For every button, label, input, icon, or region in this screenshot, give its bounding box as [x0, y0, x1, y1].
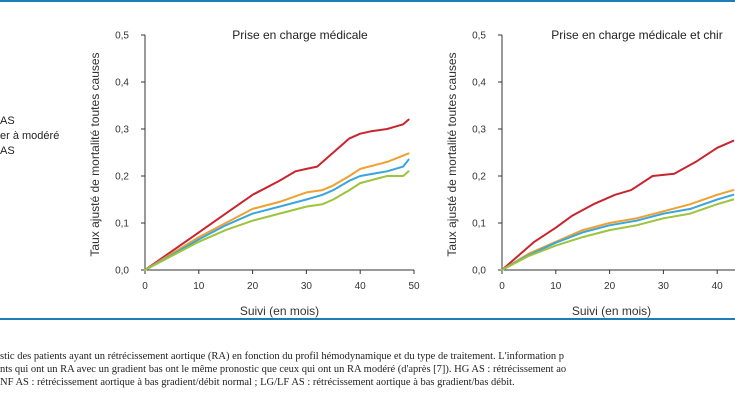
x-tick-label: 20	[604, 281, 616, 292]
figure-caption: stic des patients ayant un rétrécissemen…	[0, 350, 735, 389]
y-tick-label: 0,4	[115, 78, 129, 89]
caption-line: nts qui ont un RA avec un gradient bas o…	[0, 364, 567, 375]
figure-frame	[0, 0, 735, 320]
x-tick-label: 0	[142, 281, 148, 292]
x-tick-label: 10	[550, 281, 562, 292]
y-tick-label: 0,0	[472, 266, 486, 277]
series-line	[501, 193, 735, 271]
legend: AS er à modéré AS	[0, 114, 59, 159]
legend-item: er à modéré	[0, 130, 60, 142]
chart-title: Prise en charge médicale	[232, 28, 368, 42]
x-axis-label: Suivi (en mois)	[572, 304, 651, 318]
y-tick-label: 0,0	[115, 266, 129, 277]
x-tick-label: 40	[355, 281, 367, 292]
y-axis-label: Taux ajusté de mortalité toutes causes	[88, 52, 102, 256]
series-line	[144, 158, 410, 271]
legend-item: AS	[0, 115, 15, 127]
caption-line: NF AS : rétrécissement aortique à bas gr…	[0, 377, 515, 388]
y-tick-label: 0,3	[472, 125, 486, 136]
x-tick-label: 20	[247, 281, 259, 292]
x-tick-label: 30	[658, 281, 670, 292]
y-axis-label: Taux ajusté de mortalité toutes causes	[445, 52, 459, 256]
series-line	[144, 118, 410, 271]
series-line	[144, 152, 410, 271]
x-tick-label: 10	[193, 281, 205, 292]
x-tick-label: 50	[408, 281, 420, 292]
y-tick-label: 0,5	[115, 31, 129, 42]
x-tick-label: 30	[301, 281, 313, 292]
chart-title: Prise en charge médicale et chir	[551, 28, 722, 42]
series-line	[501, 189, 735, 271]
x-tick-label: 40	[712, 281, 724, 292]
y-tick-label: 0,1	[472, 219, 486, 230]
charts-svg: 0,0 0,1 0,2 0,3 0,4 0,5 0 10 20 30 40 50 Prise en ch…	[88, 28, 735, 318]
y-tick-label: 0,4	[472, 78, 486, 89]
y-tick-label: 0,2	[472, 172, 486, 183]
y-tick-label: 0,1	[115, 219, 129, 230]
x-tick-label: 0	[499, 281, 505, 292]
y-tick-label: 0,5	[472, 31, 486, 42]
y-tick-label: 0,3	[115, 125, 129, 136]
legend-item: AS	[0, 145, 15, 157]
caption-line: stic des patients ayant un rétrécissemen…	[0, 351, 565, 362]
series-line	[501, 139, 735, 271]
x-axis-label: Suivi (en mois)	[240, 304, 319, 318]
series-line	[501, 198, 735, 271]
series-line	[144, 170, 410, 271]
y-tick-label: 0,2	[115, 172, 129, 183]
